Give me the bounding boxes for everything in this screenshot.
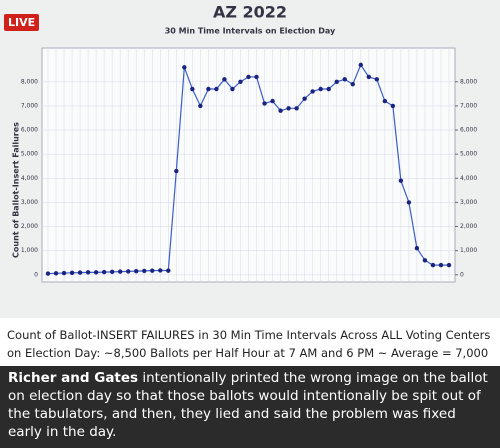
marker (438, 262, 444, 268)
marker (366, 74, 371, 80)
y-tick-label: 6,000 (21, 127, 38, 134)
marker (286, 106, 291, 111)
y-tick-label: 1,000 (21, 247, 38, 254)
marker (406, 200, 412, 205)
marker (414, 246, 420, 251)
marker (142, 268, 147, 274)
marker (198, 103, 203, 109)
marker (166, 268, 171, 273)
marker (77, 270, 83, 275)
marker (390, 103, 396, 109)
marker (382, 98, 388, 104)
marker (350, 81, 355, 87)
y-tick-label: 7,000 (21, 102, 38, 109)
y-tick-label: 3,000 (21, 199, 38, 206)
marker (398, 178, 404, 183)
y-tick-label: 4,000 (21, 175, 38, 182)
marker (254, 74, 259, 80)
y2-tick-label: 0 (460, 271, 464, 278)
marker (310, 89, 315, 94)
marker (318, 86, 323, 92)
marker (45, 271, 51, 276)
y2-tick-label: 8,000 (460, 78, 477, 85)
y2-tick-label: 1,000 (460, 247, 477, 254)
marker (182, 65, 187, 70)
y2-tick-label: 6,000 (460, 127, 477, 134)
marker (158, 268, 163, 273)
chart-subtitle: 30 Min Time Intervals on Election Day (165, 27, 336, 36)
marker (278, 108, 283, 113)
marker (206, 86, 211, 92)
marker (230, 86, 235, 92)
marker (53, 271, 59, 276)
marker (446, 262, 452, 268)
marker (238, 79, 243, 84)
marker (101, 269, 107, 275)
y2-tick-label: 2,000 (460, 223, 477, 230)
marker (262, 101, 267, 106)
marker (85, 270, 91, 275)
marker (69, 270, 75, 276)
chart-title: AZ 2022 (213, 3, 287, 22)
marker (190, 86, 195, 92)
y2-tick-label: 7,000 (460, 102, 477, 109)
marker (109, 269, 115, 275)
marker (93, 270, 99, 275)
y-tick-label: 2,000 (21, 223, 38, 230)
live-badge: LIVE (4, 14, 40, 31)
y-tick-label: 0 (34, 271, 38, 278)
marker (334, 79, 339, 84)
marker (358, 62, 363, 68)
marker (422, 258, 428, 263)
banner: Richer and Gates intentionally printed t… (0, 366, 500, 448)
marker (61, 270, 67, 276)
y-tick-label: 5,000 (21, 151, 38, 158)
marker (134, 268, 139, 274)
marker (430, 262, 436, 268)
marker (374, 77, 380, 82)
marker (214, 86, 219, 92)
y-axis-label: Count of Ballot-Insert Failures (12, 122, 21, 258)
marker (326, 86, 331, 92)
chart: AZ 2022 30 Min Time Intervals on Electio… (0, 0, 500, 318)
marker (174, 168, 179, 174)
y2-tick-label: 3,000 (460, 199, 477, 206)
marker (222, 77, 227, 82)
banner-text: intentionally printed the wrong image on… (8, 370, 488, 440)
marker (270, 98, 275, 104)
y2-tick-label: 4,000 (460, 175, 477, 182)
marker (246, 74, 251, 80)
marker (302, 96, 307, 101)
marker (294, 106, 299, 111)
caption: Count of Ballot-INSERT FAILURES in 30 Mi… (0, 318, 500, 378)
banner-bold: Richer and Gates (8, 370, 139, 386)
y2-tick-label: 5,000 (460, 151, 477, 158)
marker (150, 268, 155, 273)
marker (342, 77, 347, 82)
marker (126, 269, 131, 274)
marker (117, 269, 123, 274)
y-tick-label: 8,000 (21, 78, 38, 85)
